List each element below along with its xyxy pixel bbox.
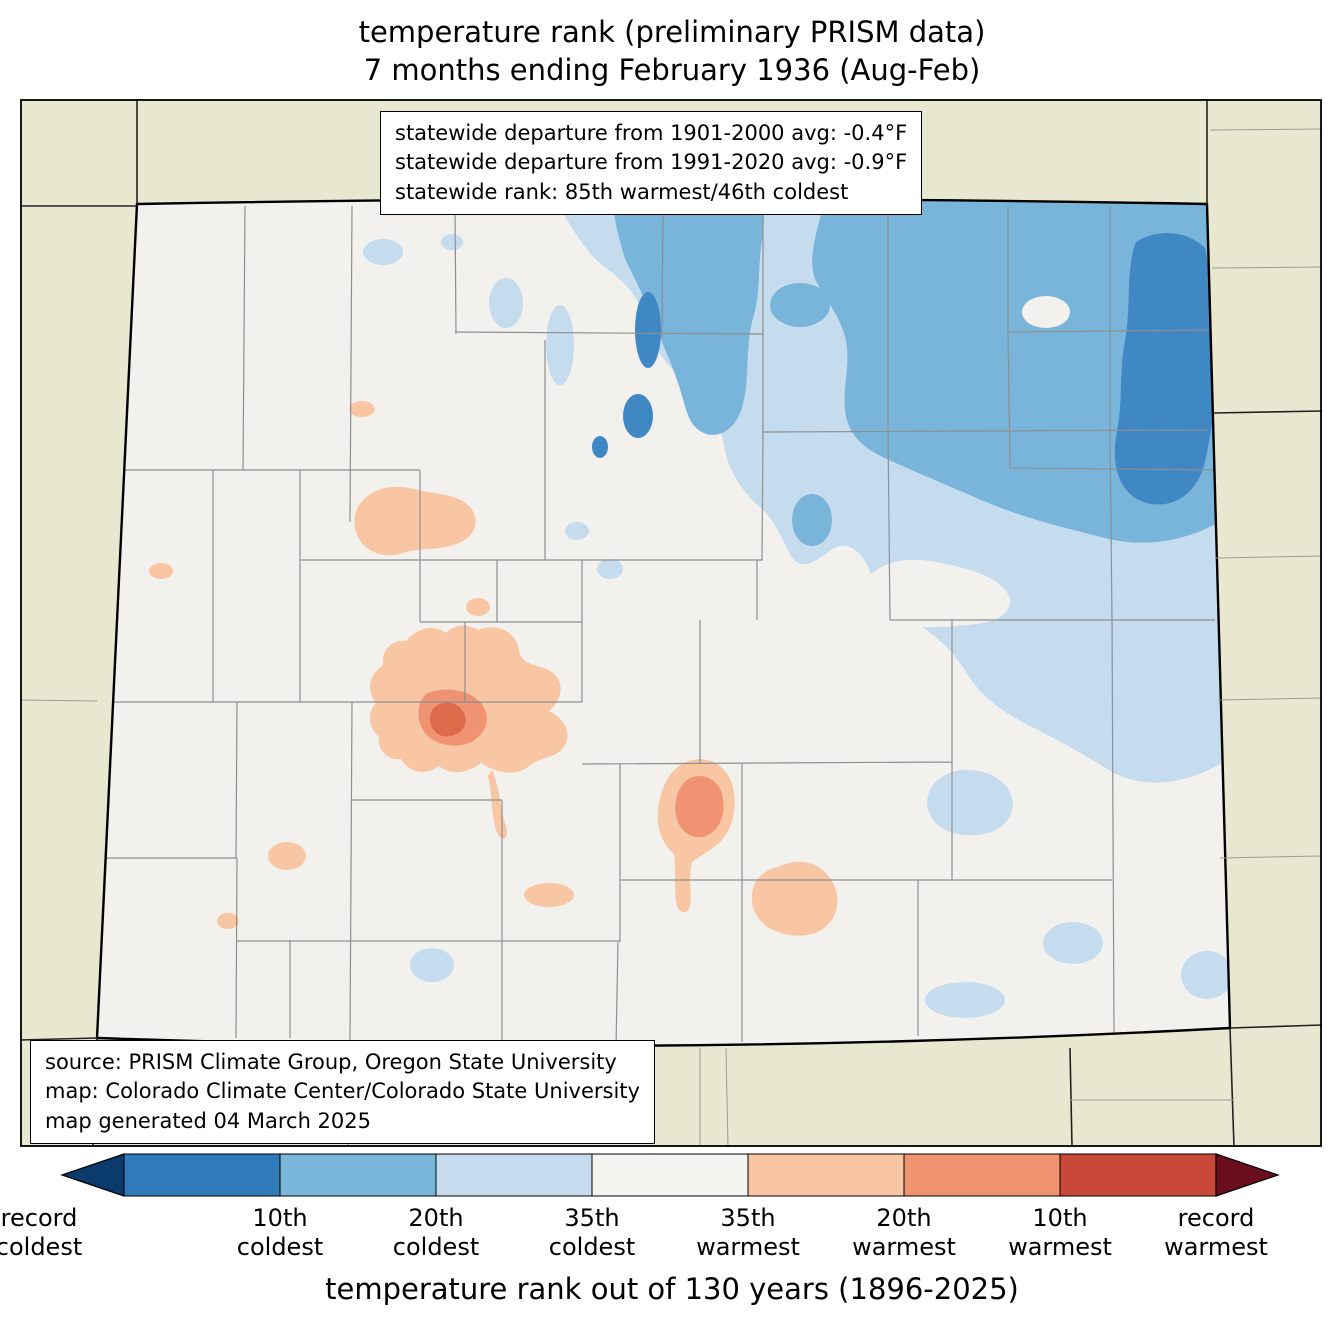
title-line-2: 7 months ending February 1936 (Aug-Feb): [363, 52, 981, 87]
stats-line-2: statewide departure from 1991-2020 avg: …: [395, 150, 908, 175]
colorbar-segment-3: [435, 1153, 593, 1197]
colorado-map: [20, 99, 1322, 1147]
colorbar: [60, 1153, 1280, 1197]
colorbar-segment-2: [279, 1153, 437, 1197]
stats-line-3: statewide rank: 85th warmest/46th coldes…: [395, 179, 849, 204]
colorbar-label-35th-coldest: 35th coldest: [548, 1204, 636, 1262]
source-line-2: map: Colorado Climate Center/Colorado St…: [45, 1079, 640, 1104]
region-red-core: [429, 702, 466, 737]
statewide-stats-box: statewide departure from 1901-2000 avg: …: [380, 111, 923, 216]
stats-line-1: statewide departure from 1901-2000 avg: …: [395, 121, 908, 145]
source-line-3: map generated 04 March 2025: [45, 1108, 372, 1133]
colorbar-label-record-warmest: record warmest: [1164, 1204, 1268, 1262]
colorbar-arrow-record-warmest: [1215, 1153, 1280, 1197]
figure-title: temperature rank (preliminary PRISM data…: [0, 14, 1344, 89]
colorbar-label-10th-warmest: 10th warmest: [1008, 1204, 1112, 1262]
colorbar-segment-7: [1059, 1153, 1217, 1197]
colorbar-label-20th-coldest: 20th coldest: [392, 1204, 480, 1262]
title-line-1: temperature rank (preliminary PRISM data…: [358, 15, 986, 49]
map-frame: [20, 99, 1322, 1147]
colorbar-arrow-record-coldest: [60, 1153, 125, 1197]
region-dark-blue: [592, 233, 1215, 505]
colorbar-segment-1: [123, 1153, 281, 1197]
colorbar-label-20th-warmest: 20th warmest: [852, 1204, 956, 1262]
colorbar-label-10th-coldest: 10th coldest: [236, 1204, 324, 1262]
source-box: source: PRISM Climate Group, Oregon Stat…: [30, 1040, 655, 1145]
source-line-1: source: PRISM Climate Group, Oregon Stat…: [45, 1050, 617, 1074]
colorbar-label-record-coldest: record coldest: [0, 1204, 83, 1262]
region-neutral-holes: [858, 296, 1070, 628]
colorbar-label-35th-warmest: 35th warmest: [696, 1204, 800, 1262]
colorbar-caption: temperature rank out of 130 years (1896-…: [325, 1272, 1019, 1306]
colorbar-segment-5: [747, 1153, 905, 1197]
colorbar-segment-4: [591, 1153, 749, 1197]
county-boundaries: [97, 205, 1216, 1046]
colorbar-segment-6: [903, 1153, 1061, 1197]
